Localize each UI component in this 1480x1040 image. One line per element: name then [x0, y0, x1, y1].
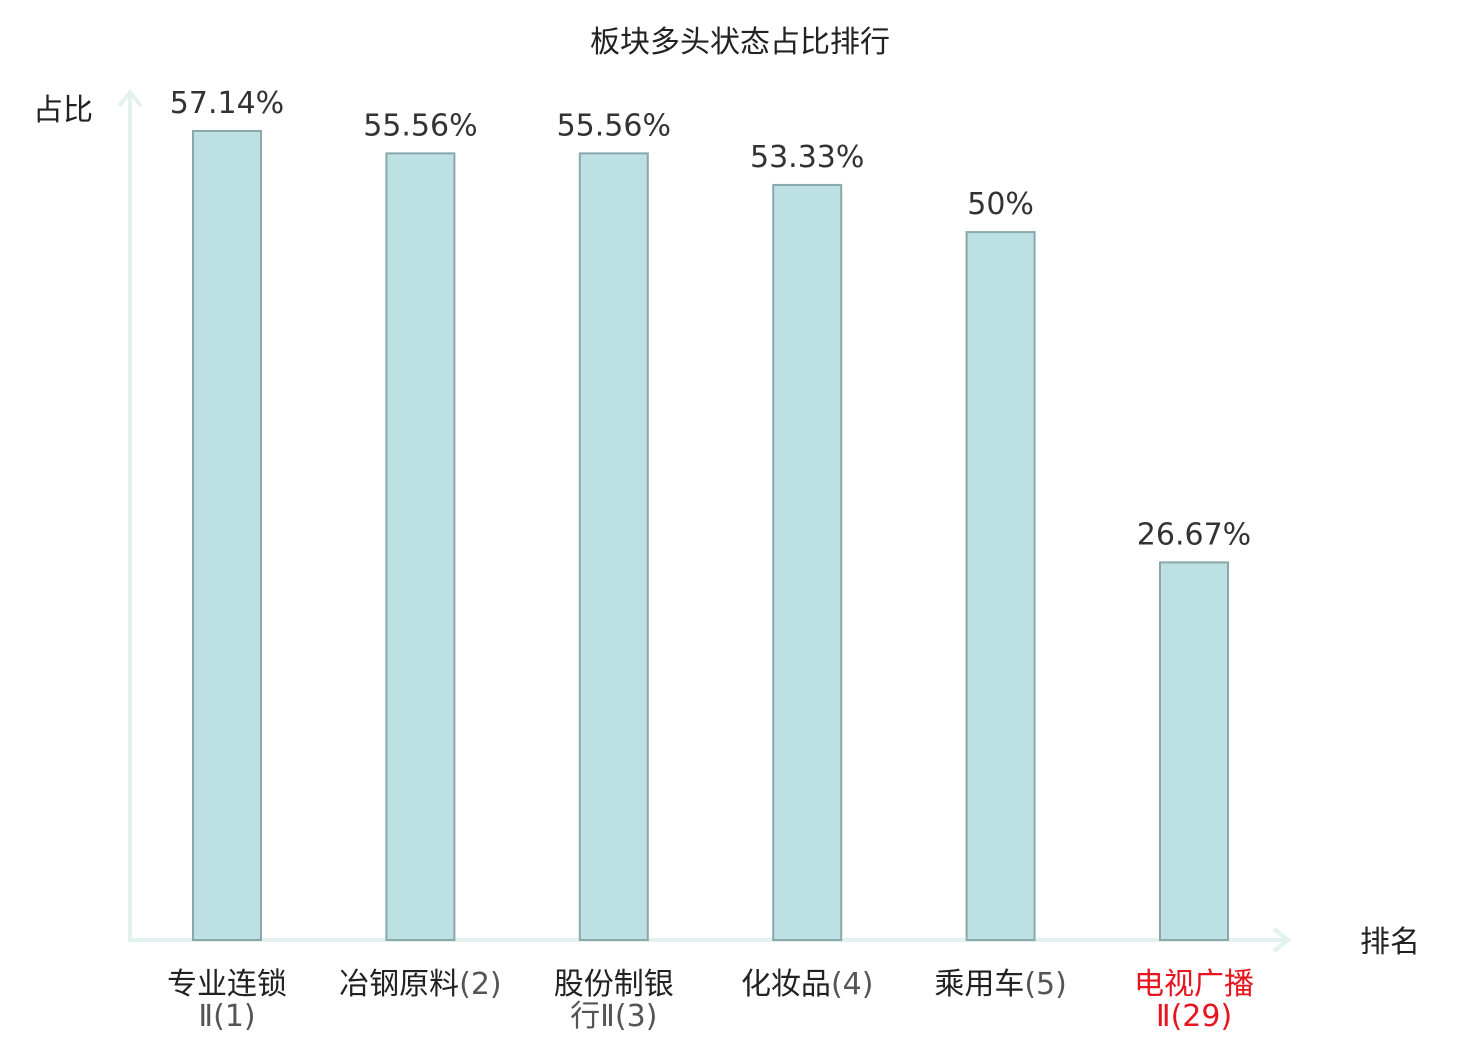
x-axis-label: 排名 [1360, 925, 1420, 960]
category-label: 化妆品(4) [741, 967, 874, 1002]
axes [117, 88, 1292, 953]
category-rank: 行Ⅱ(3) [570, 999, 657, 1034]
value-label: 57.14% [170, 86, 284, 121]
category-rank: (2) [459, 967, 502, 1002]
category-rank: Ⅱ(29) [1156, 999, 1232, 1034]
bars-group [192, 130, 1229, 942]
value-label: 55.56% [363, 108, 477, 143]
y-axis-arrow [117, 88, 143, 108]
category-rank: (5) [1024, 967, 1067, 1002]
value-label: 53.33% [750, 140, 864, 175]
bar [965, 231, 1036, 941]
bar [192, 130, 262, 941]
value-label: 50% [967, 187, 1034, 222]
value-label: 55.56% [557, 108, 671, 143]
chart-title: 板块多头状态占比排行 [590, 25, 890, 60]
category-label: 乘用车(5) [934, 967, 1067, 1002]
category-name: 冶钢原料 [339, 967, 459, 1002]
category-label: 专业连锁 [167, 967, 287, 1002]
bar [578, 152, 649, 941]
x-axis-arrow [1272, 927, 1292, 953]
bar [772, 183, 843, 942]
category-label: 电视广播 [1134, 967, 1254, 1002]
value-labels-group: 57.14% 55.56% 55.56% 53.33% 50% 26.67% [170, 86, 1251, 552]
y-axis-label: 占比 [33, 93, 93, 128]
category-name: 乘用车 [934, 967, 1024, 1002]
category-label: 冶钢原料(2) [339, 967, 502, 1002]
category-rank: (4) [831, 967, 874, 1002]
value-label: 26.67% [1137, 517, 1251, 552]
category-rank: Ⅱ(1) [198, 999, 255, 1034]
category-label: 股份制银 [554, 967, 674, 1002]
bar [385, 152, 456, 941]
category-name: 化妆品 [741, 967, 831, 1002]
bar [1159, 561, 1229, 941]
